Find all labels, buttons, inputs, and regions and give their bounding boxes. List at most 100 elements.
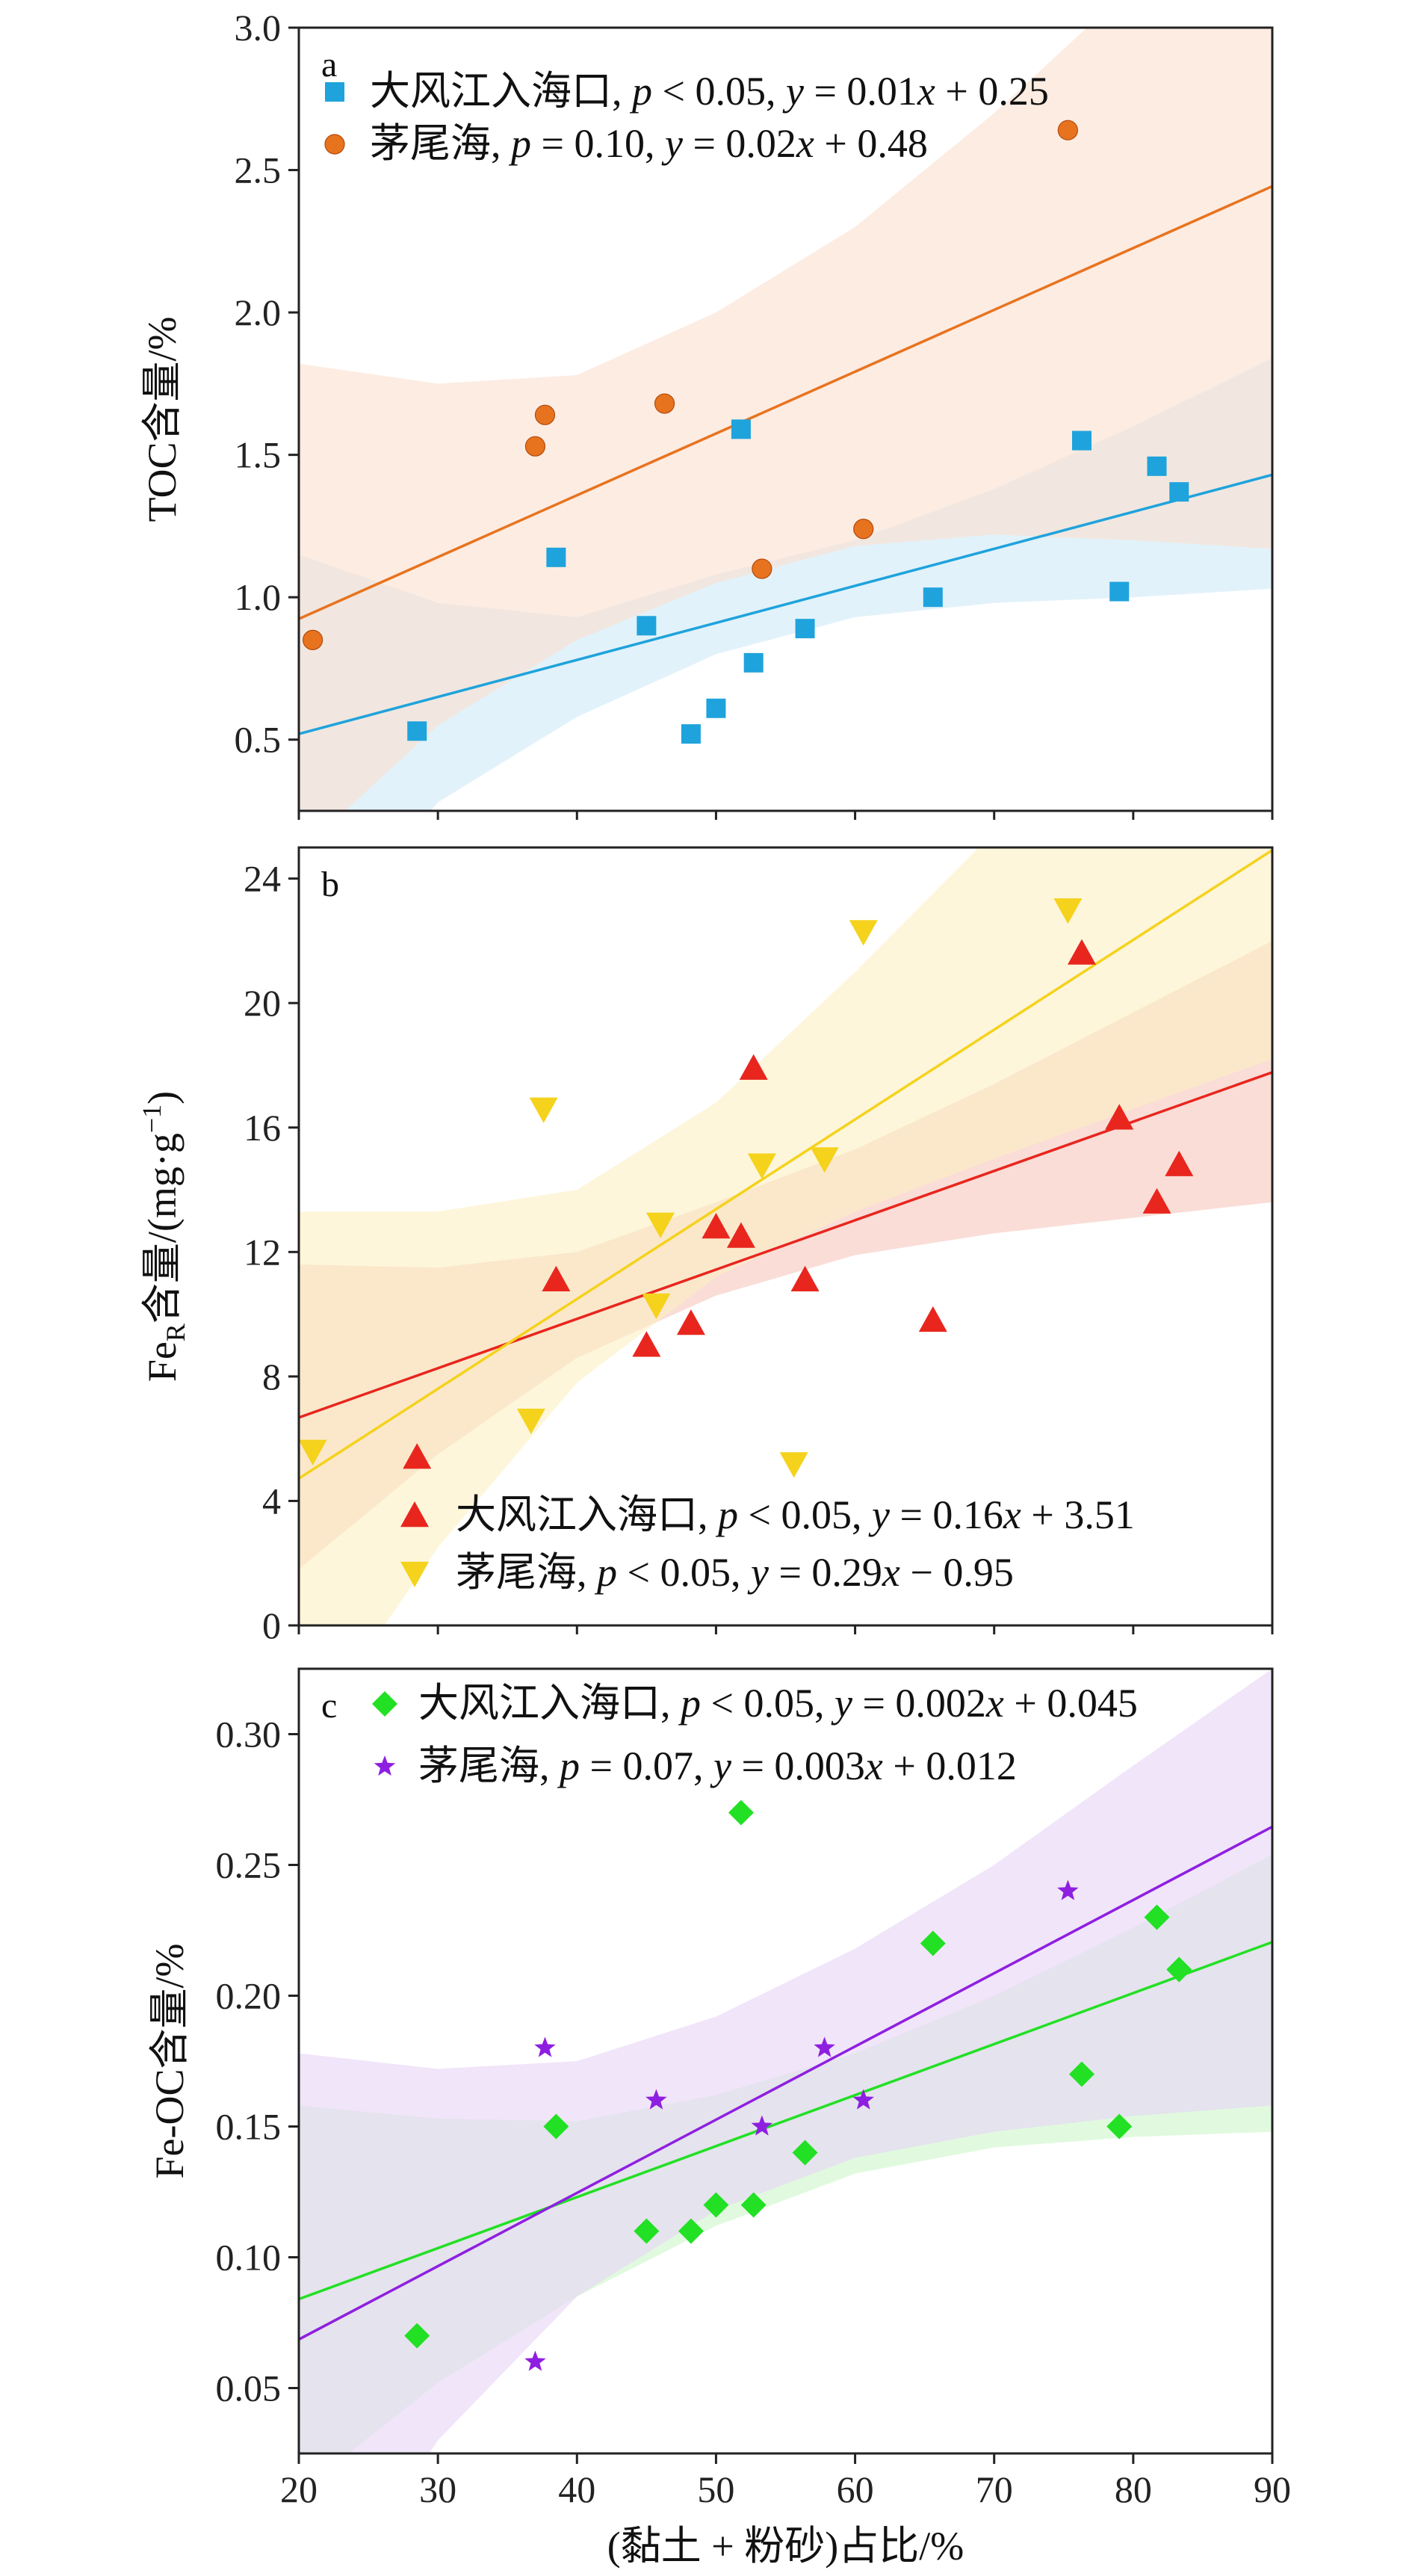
y-tick-label: 8 — [262, 1356, 281, 1397]
panel-letter: c — [321, 1686, 337, 1726]
y-tick-label: 2.5 — [235, 149, 282, 191]
data-point-dafengjiang — [703, 2192, 729, 2218]
regression-line-maoweihai — [299, 185, 1272, 620]
data-point-maoweihai — [814, 2036, 835, 2057]
data-point-maoweihai — [810, 1147, 839, 1173]
data-point-dafengjiang — [542, 1265, 571, 1291]
data-point-dafengjiang — [543, 2113, 569, 2140]
data-point-maoweihai — [752, 558, 772, 579]
data-point-dafengjiang — [637, 616, 657, 636]
data-point-dafengjiang — [1071, 430, 1091, 451]
y-tick-label: 0.25 — [216, 1844, 282, 1886]
x-tick-label: 30 — [419, 2468, 456, 2510]
data-point-dafengjiang — [403, 1443, 432, 1469]
data-point-dafengjiang — [918, 1306, 947, 1332]
data-point-dafengjiang — [726, 1222, 755, 1248]
data-point-maoweihai — [1057, 1880, 1079, 1900]
panel-b: 0 4 8 12 16 20 24 b FeR含量/(mg·g−1) 大风江入海口, p < 0.… — [137, 846, 1274, 1646]
data-point-dafengjiang — [792, 2140, 818, 2166]
data-point-dafengjiang — [1068, 2061, 1094, 2087]
plot-frame — [297, 26, 1274, 812]
data-point-dafengjiang — [1166, 1956, 1192, 1983]
data-point-maoweihai — [654, 393, 675, 414]
panel-c: 0.05 0.10 0.15 0.20 0.25 0.30 20 30 40 50 60 70 80 90… — [147, 1667, 1291, 2569]
panel-a: 0.5 1.0 1.5 2.0 2.5 3.0 a TOC含量/% 大风江入海口, p < 0.… — [140, 7, 1274, 820]
y-tick-label: 4 — [262, 1480, 281, 1522]
legend: 大风江入海口, p < 0.05, y = 0.002x + 0.045 茅尾海,… — [372, 1681, 1138, 1788]
data-point-maoweihai — [645, 1212, 675, 1238]
confidence-band-maoweihai — [299, 1669, 1272, 2453]
y-tick-label: 0.5 — [235, 719, 282, 761]
y-axis-label: Fe-OC含量/% — [147, 1944, 192, 2179]
legend-entry-dafengjiang: 大风江入海口, p < 0.05, y = 0.16x + 3.51 — [456, 1492, 1135, 1537]
data-point-dafengjiang — [1142, 1187, 1171, 1214]
data-point-dafengjiang — [681, 724, 701, 744]
plot-area — [299, 1669, 1272, 2453]
data-point-maoweihai — [534, 404, 556, 425]
y-tick-label: 0 — [262, 1604, 281, 1646]
legend-entry-dafengjiang: 大风江入海口, p < 0.05, y = 0.002x + 0.045 — [418, 1681, 1138, 1726]
data-point-maoweihai — [852, 2089, 874, 2110]
x-tick-label: 20 — [280, 2468, 318, 2510]
data-point-dafengjiang — [920, 1930, 946, 1956]
legend-entry-maoweihai: 茅尾海, p < 0.05, y = 0.29x − 0.95 — [456, 1550, 1014, 1595]
data-point-dafengjiang — [739, 1054, 768, 1080]
data-point-maoweihai — [645, 2089, 667, 2110]
y-tick-label: 0.10 — [216, 2237, 282, 2279]
data-point-dafengjiang — [407, 721, 427, 741]
y-tick-label: 2.0 — [235, 291, 282, 333]
y-tick-label: 16 — [244, 1107, 281, 1149]
y-tick-label: 12 — [244, 1231, 281, 1273]
data-point-maoweihai — [524, 436, 546, 457]
legend: 大风江入海口, p < 0.05, y = 0.16x + 3.51 茅尾海, p… — [400, 1492, 1135, 1595]
data-point-dafengjiang — [1067, 939, 1096, 965]
y-axis-label: FeR含量/(mg·g−1) — [137, 1091, 191, 1382]
data-point-dafengjiang — [676, 1309, 705, 1335]
data-point-dafengjiang — [678, 2218, 704, 2244]
confidence-band-maoweihai — [299, 28, 1272, 811]
legend-marker-dafengjiang — [372, 1691, 397, 1717]
data-point-maoweihai — [1053, 898, 1083, 924]
regression-line-maoweihai — [299, 1825, 1272, 2341]
data-point-maoweihai — [751, 2115, 773, 2136]
data-point-dafengjiang — [1109, 581, 1130, 602]
data-point-dafengjiang — [1144, 1904, 1170, 1930]
x-tick-label: 50 — [697, 2468, 734, 2510]
legend-entry-maoweihai: 茅尾海, p = 0.10, y = 0.02x + 0.48 — [370, 121, 928, 166]
panel-letter: a — [321, 45, 337, 84]
regression-line-dafengjiang — [299, 473, 1272, 735]
y-tick-label: 24 — [244, 858, 281, 900]
x-axis-label: (黏土 + 粉砂)占比/% — [607, 2524, 964, 2569]
legend-marker-maoweihai — [374, 1755, 396, 1776]
data-point-dafengjiang — [1169, 482, 1189, 502]
x-tick-label: 40 — [558, 2468, 595, 2510]
data-point-dafengjiang — [728, 1800, 754, 1826]
data-point-dafengjiang — [731, 419, 751, 439]
plot-area — [299, 28, 1272, 811]
confidence-band-dafengjiang — [299, 358, 1272, 811]
data-point-dafengjiang — [1165, 1150, 1194, 1176]
data-point-dafengjiang — [923, 587, 943, 608]
data-point-maoweihai — [524, 2350, 546, 2371]
data-point-maoweihai — [529, 1097, 558, 1123]
data-point-dafengjiang — [404, 2323, 430, 2349]
x-tick-label: 80 — [1115, 2468, 1152, 2510]
x-tick-label: 70 — [976, 2468, 1013, 2510]
legend: 大风江入海口, p < 0.05, y = 0.01x + 0.25 茅尾海, p… — [324, 69, 1049, 166]
y-tick-label: 1.0 — [235, 576, 282, 618]
data-point-maoweihai — [747, 1153, 776, 1179]
regression-line-maoweihai — [299, 849, 1272, 1480]
legend-entry-maoweihai: 茅尾海, p = 0.07, y = 0.003x + 0.012 — [418, 1743, 1017, 1788]
data-point-dafengjiang — [1147, 456, 1167, 476]
data-point-dafengjiang — [634, 2218, 660, 2244]
data-point-dafengjiang — [743, 652, 764, 673]
y-tick-label: 0.15 — [216, 2106, 282, 2148]
data-point-dafengjiang — [1106, 2113, 1133, 2140]
y-tick-label: 3.0 — [235, 7, 282, 49]
data-point-maoweihai — [534, 2036, 556, 2057]
panel-letter: b — [321, 865, 339, 904]
data-point-maoweihai — [642, 1293, 671, 1320]
data-point-dafengjiang — [546, 547, 566, 567]
confidence-band-maoweihai — [299, 847, 1272, 1625]
